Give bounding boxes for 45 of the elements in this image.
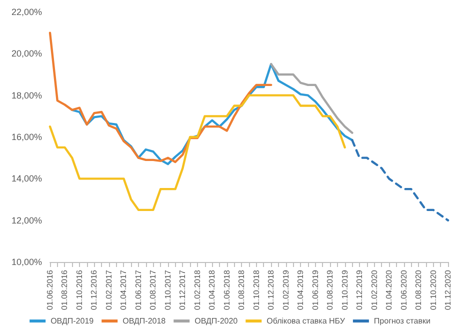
x-tick-label: 01.06.2016 — [46, 269, 54, 310]
x-tick-label: 01.12.2016 — [90, 269, 99, 310]
x-tick-label: 01.10.2020 — [428, 269, 438, 310]
y-tick-label: 22,00% — [11, 7, 42, 17]
x-tick-label: 01.10.2016 — [74, 269, 84, 310]
x-tick-label: 01.02.2020 — [370, 269, 379, 310]
line-series — [48, 32, 272, 164]
x-tick-label: 01.12.2019 — [355, 269, 364, 310]
x-tick-label: 01.08.2017 — [148, 269, 158, 310]
x-tick-label: 01.04.2020 — [384, 269, 394, 310]
y-tick-label: 14,00% — [11, 174, 42, 184]
x-tick-label: 01.10.2019 — [340, 269, 350, 310]
x-tick-label: 01.06.2017 — [134, 269, 143, 310]
x-tick-label: 01.04.2017 — [119, 269, 128, 310]
x-tick-label: 01.06.2019 — [310, 269, 320, 310]
line-series — [48, 94, 346, 212]
x-tick-label: 01.10.2018 — [252, 269, 261, 310]
x-tick-label: 01.02.2019 — [281, 269, 290, 310]
x-tick-label: 01.04.2018 — [208, 269, 217, 310]
x-tick-label: 01.12.2018 — [266, 269, 276, 310]
x-tick-label: 01.02.2017 — [104, 269, 114, 310]
x-tick-label: 01.08.2018 — [237, 269, 246, 310]
x-tick-label: 01.08.2020 — [414, 269, 424, 310]
x-tick-label: 01.08.2016 — [60, 269, 70, 310]
x-tick-label: 01.04.2019 — [296, 269, 306, 310]
x-tick-label: 01.02.2018 — [192, 269, 202, 310]
x-tick-label: 01.12.2017 — [178, 269, 188, 310]
x-tick-label: 01.06.2018 — [222, 269, 232, 310]
legend-label: ОВДП-2020 — [194, 316, 238, 326]
y-tick-label: 16,00% — [11, 132, 42, 142]
line-series — [351, 139, 450, 222]
x-tick-label: 01.12.2020 — [444, 269, 452, 310]
x-tick-label: 01.10.2017 — [163, 269, 172, 310]
legend-label: Прогноз ставки — [374, 316, 430, 326]
legend-label: Облікова ставка НБУ — [266, 316, 346, 326]
legend-label: ОВДП-2018 — [122, 316, 166, 326]
y-tick-label: 10,00% — [11, 257, 42, 267]
y-tick-label: 18,00% — [11, 90, 42, 100]
x-tick-label: 01.06.2020 — [399, 269, 408, 310]
line-series — [270, 62, 354, 134]
x-tick-label: 01.08.2019 — [326, 269, 335, 310]
y-tick-label: 20,00% — [11, 48, 42, 59]
y-tick-label: 12,00% — [11, 215, 42, 226]
legend-label: ОВДП-2019 — [50, 316, 94, 326]
line-series — [71, 62, 354, 166]
